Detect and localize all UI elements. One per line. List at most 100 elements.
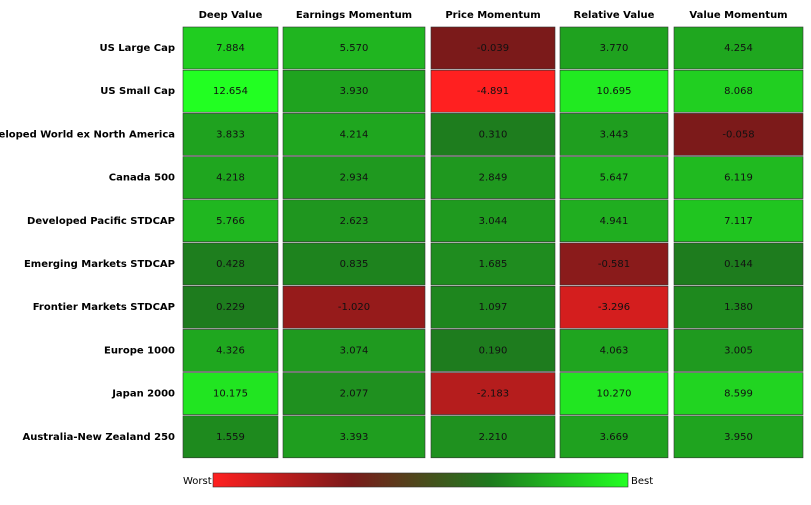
cell-value: 2.210 xyxy=(479,432,508,443)
heat-cell xyxy=(282,69,426,113)
heat-cell xyxy=(182,415,279,459)
cell-value: 1.559 xyxy=(216,432,245,443)
cell-value: 3.669 xyxy=(600,432,629,443)
row-label: US Small Cap xyxy=(100,86,175,97)
cell-value: 0.190 xyxy=(479,345,508,356)
heat-cell xyxy=(182,113,279,156)
cell-value: 0.144 xyxy=(724,259,753,270)
cell-value: 1.380 xyxy=(724,302,753,313)
cell-value: 3.044 xyxy=(479,216,508,227)
cell-value: 8.068 xyxy=(724,86,753,97)
heat-cell xyxy=(430,242,556,286)
cell-value: 2.077 xyxy=(340,389,369,400)
heat-cell xyxy=(673,329,804,372)
cell-value: 3.443 xyxy=(600,129,629,140)
heat-cell xyxy=(430,285,556,329)
cell-value: 3.393 xyxy=(340,432,369,443)
heat-cell xyxy=(182,372,279,415)
cell-value: 5.766 xyxy=(216,216,245,227)
column-header: Price Momentum xyxy=(445,10,540,21)
cell-value: 0.229 xyxy=(216,302,245,313)
heat-cell xyxy=(182,199,279,243)
row-label: Frontier Markets STDCAP xyxy=(33,302,175,313)
row-label: Australia-New Zealand 250 xyxy=(23,432,176,443)
heat-cell xyxy=(673,156,804,199)
cell-value: -3.296 xyxy=(598,302,630,313)
heat-cell xyxy=(430,415,556,459)
heat-cell xyxy=(673,199,804,243)
row-label: Developed Pacific STDCAP xyxy=(27,216,175,227)
heat-cell xyxy=(430,372,556,415)
heat-cell xyxy=(282,26,426,70)
cell-value: 0.310 xyxy=(479,129,508,140)
cell-value: 10.270 xyxy=(597,389,632,400)
heat-cell xyxy=(430,329,556,372)
heat-cell xyxy=(559,415,669,459)
heat-cell xyxy=(559,199,669,243)
cell-value: 2.623 xyxy=(340,216,369,227)
heat-cell xyxy=(559,372,669,415)
cell-value: 2.849 xyxy=(479,173,508,184)
row-label: Emerging Markets STDCAP xyxy=(24,259,175,270)
heat-cell xyxy=(559,69,669,113)
column-header: Relative Value xyxy=(574,10,655,21)
heat-cell xyxy=(182,329,279,372)
heat-cell xyxy=(559,156,669,199)
heat-cell xyxy=(430,156,556,199)
cell-value: 4.063 xyxy=(600,345,629,356)
heat-cell xyxy=(282,415,426,459)
heat-cell xyxy=(282,242,426,286)
cell-value: 7.117 xyxy=(724,216,753,227)
cell-value: 4.254 xyxy=(724,43,753,54)
heat-cell xyxy=(182,26,279,70)
cell-value: 4.218 xyxy=(216,173,245,184)
colorbar xyxy=(212,472,629,488)
row-label: US Large Cap xyxy=(99,43,175,54)
cell-value: 0.428 xyxy=(216,259,245,270)
heat-cell xyxy=(282,285,426,329)
cell-value: 5.570 xyxy=(340,43,369,54)
colorbar-high-label: Best xyxy=(631,476,653,487)
heat-cell xyxy=(673,113,804,156)
heat-cell xyxy=(182,69,279,113)
heat-cell xyxy=(182,242,279,286)
heat-cell xyxy=(673,285,804,329)
heat-cell xyxy=(182,156,279,199)
heat-cell xyxy=(282,113,426,156)
cell-value: -0.058 xyxy=(722,129,754,140)
heat-cell xyxy=(673,415,804,459)
cell-value: 5.647 xyxy=(600,173,629,184)
column-header: Value Momentum xyxy=(689,10,787,21)
cell-value: 3.770 xyxy=(600,43,629,54)
row-label: Japan 2000 xyxy=(111,389,175,400)
column-header: Earnings Momentum xyxy=(296,10,412,21)
cell-value: 3.074 xyxy=(340,345,369,356)
heat-cell xyxy=(430,199,556,243)
heat-cell xyxy=(282,156,426,199)
heat-cell xyxy=(430,113,556,156)
heat-cell xyxy=(559,285,669,329)
cell-value: -2.183 xyxy=(477,389,509,400)
cell-value: 10.695 xyxy=(597,86,632,97)
cell-value: 2.934 xyxy=(340,173,369,184)
cell-value: 4.326 xyxy=(216,345,245,356)
heat-cell xyxy=(182,285,279,329)
cell-value: -0.039 xyxy=(477,43,509,54)
cell-value: 10.175 xyxy=(213,389,248,400)
heat-cell xyxy=(559,329,669,372)
column-header: Deep Value xyxy=(199,10,263,21)
heat-cell xyxy=(430,26,556,70)
heat-cell xyxy=(559,113,669,156)
cell-value: 3.950 xyxy=(724,432,753,443)
cell-value: 3.833 xyxy=(216,129,245,140)
cell-value: 6.119 xyxy=(724,173,753,184)
heat-cell xyxy=(673,242,804,286)
heat-cell xyxy=(673,26,804,70)
row-label: Developed World ex North America xyxy=(0,129,175,140)
cell-value: 1.685 xyxy=(479,259,508,270)
row-label: Canada 500 xyxy=(109,173,175,184)
cell-value: 1.097 xyxy=(479,302,508,313)
heat-cell xyxy=(673,69,804,113)
cell-value: 8.599 xyxy=(724,389,753,400)
